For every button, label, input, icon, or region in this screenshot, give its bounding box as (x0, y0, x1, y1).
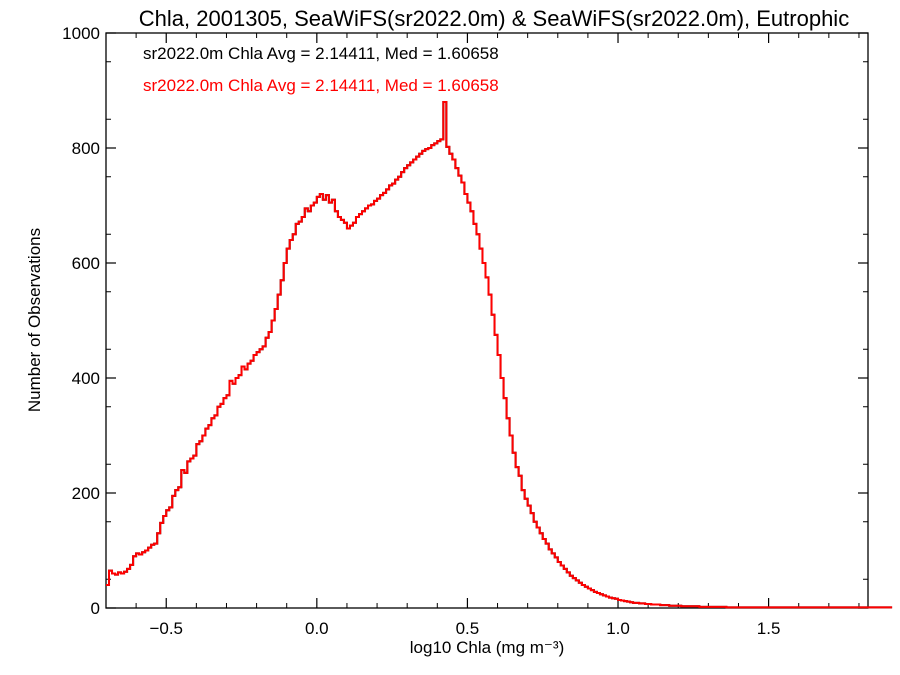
chart-title: Chla, 2001305, SeaWiFS(sr2022.0m) & SeaW… (139, 6, 849, 31)
annotation-red: sr2022.0m Chla Avg = 2.14411, Med = 1.60… (143, 76, 499, 95)
y-tick-label: 200 (72, 484, 100, 503)
y-tick-label: 600 (72, 254, 100, 273)
y-tick-label: 1000 (62, 24, 100, 43)
x-axis: −0.5 0.0 0.5 1.0 1.5 (135, 33, 860, 638)
x-axis-label: log10 Chla (mg m⁻³) (410, 638, 564, 657)
x-tick-label: 1.0 (606, 619, 630, 638)
y-tick-label: 0 (91, 599, 100, 618)
y-tick-label: 400 (72, 369, 100, 388)
series-layer (106, 101, 893, 609)
y-axis-label: Number of Observations (25, 228, 44, 412)
y-axis: 0 200 400 600 800 1000 (62, 24, 868, 618)
annotation-black: sr2022.0m Chla Avg = 2.14411, Med = 1.60… (143, 44, 499, 63)
y-tick-label: 800 (72, 139, 100, 158)
x-tick-label: −0.5 (149, 619, 183, 638)
histogram-series-1 (106, 101, 893, 609)
x-tick-label: 0.5 (456, 619, 480, 638)
plot-frame (105, 32, 869, 609)
x-tick-label: 0.0 (305, 619, 329, 638)
x-tick-label: 1.5 (757, 619, 781, 638)
